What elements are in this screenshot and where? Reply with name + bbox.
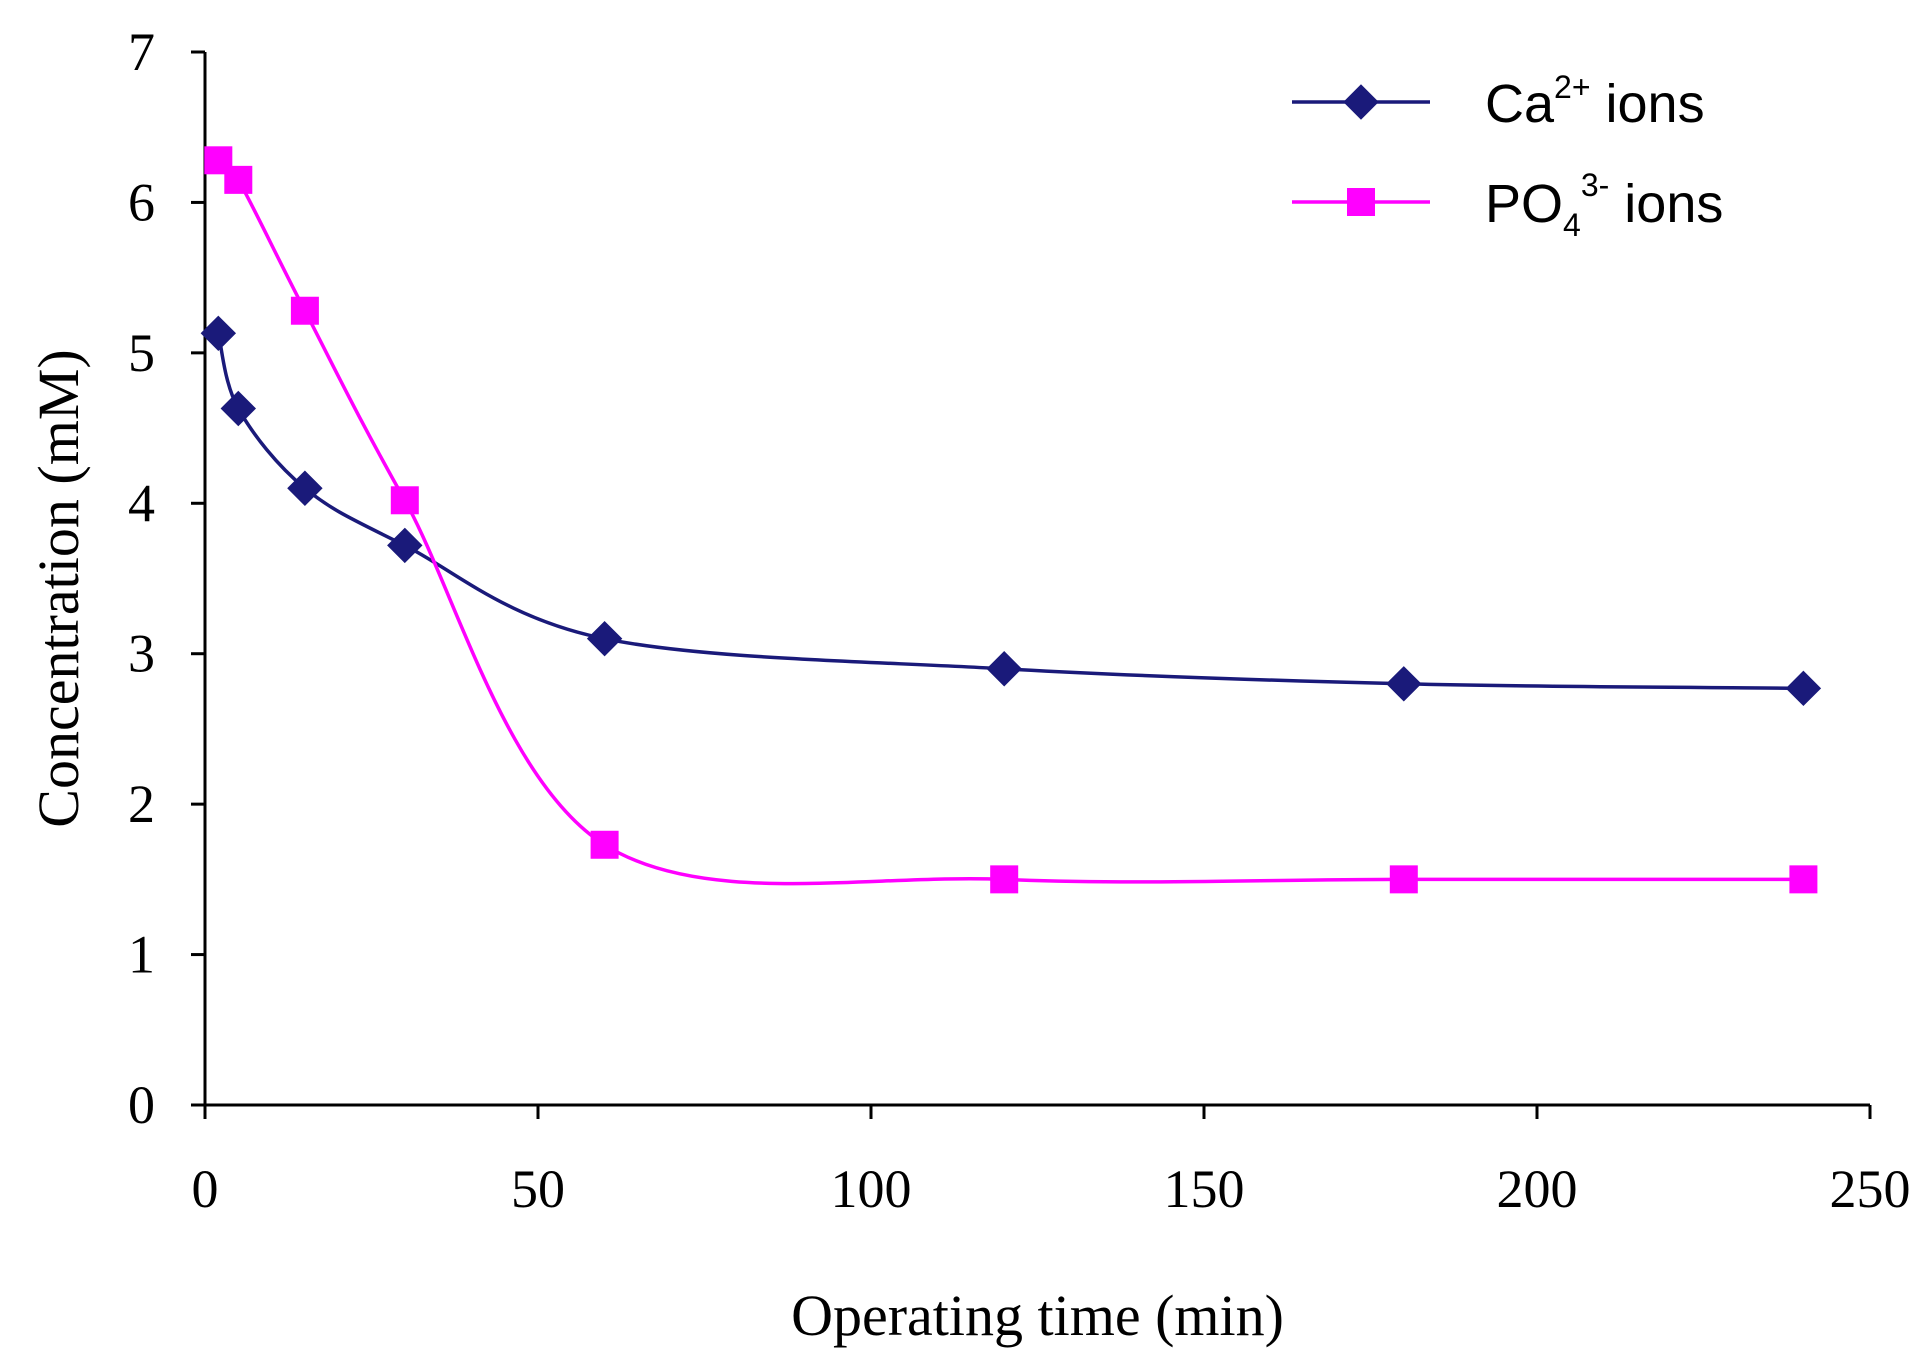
y-tick-label: 0 bbox=[128, 1075, 155, 1135]
data-point-po4 bbox=[290, 296, 319, 325]
data-point-po4 bbox=[224, 165, 253, 194]
x-tick-label: 150 bbox=[1164, 1159, 1245, 1219]
data-point-po4 bbox=[390, 486, 419, 515]
x-tick-label: 200 bbox=[1497, 1159, 1578, 1219]
y-tick-label: 1 bbox=[128, 925, 155, 985]
data-point-ca bbox=[287, 470, 323, 506]
legend-marker-po4 bbox=[1347, 188, 1375, 216]
legend-marker-ca bbox=[1343, 84, 1379, 120]
series-markers bbox=[200, 146, 1822, 894]
data-point-ca bbox=[387, 527, 423, 564]
x-tick-label: 250 bbox=[1830, 1159, 1911, 1219]
axes: 0 1 2 3 4 5 6 7 0 50 100 150 200 250 bbox=[128, 22, 1911, 1219]
data-point-po4 bbox=[590, 830, 619, 859]
series-lines bbox=[216, 158, 1804, 886]
y-tick-label: 2 bbox=[128, 774, 155, 834]
data-point-ca bbox=[586, 620, 623, 657]
data-point-po4 bbox=[1789, 865, 1818, 894]
y-tick-label: 3 bbox=[128, 624, 155, 684]
x-tick-label: 50 bbox=[511, 1159, 565, 1219]
data-point-po4 bbox=[990, 865, 1019, 894]
data-point-ca bbox=[200, 315, 237, 352]
series-line-ca bbox=[216, 332, 1804, 691]
data-point-ca bbox=[220, 390, 257, 427]
legend-label-ca: Ca2+ ions bbox=[1485, 69, 1705, 134]
y-tick-label: 7 bbox=[128, 22, 155, 82]
x-axis-title: Operating time (min) bbox=[791, 1283, 1284, 1348]
x-tick-label: 0 bbox=[192, 1159, 219, 1219]
y-axis-title: Concentration (mM) bbox=[26, 349, 91, 827]
y-tick-label: 5 bbox=[128, 323, 155, 383]
data-point-ca bbox=[1785, 670, 1822, 707]
series-line-po4 bbox=[217, 158, 1804, 886]
legend: Ca2+ ions PO43- ions bbox=[1292, 69, 1723, 243]
data-point-ca bbox=[1386, 666, 1422, 702]
y-tick-label: 4 bbox=[128, 473, 155, 533]
legend-label-po4: PO43- ions bbox=[1485, 167, 1723, 243]
data-point-po4 bbox=[1389, 865, 1418, 894]
data-point-ca bbox=[986, 651, 1022, 687]
x-tick-label: 100 bbox=[831, 1159, 912, 1219]
y-tick-label: 6 bbox=[128, 172, 155, 232]
